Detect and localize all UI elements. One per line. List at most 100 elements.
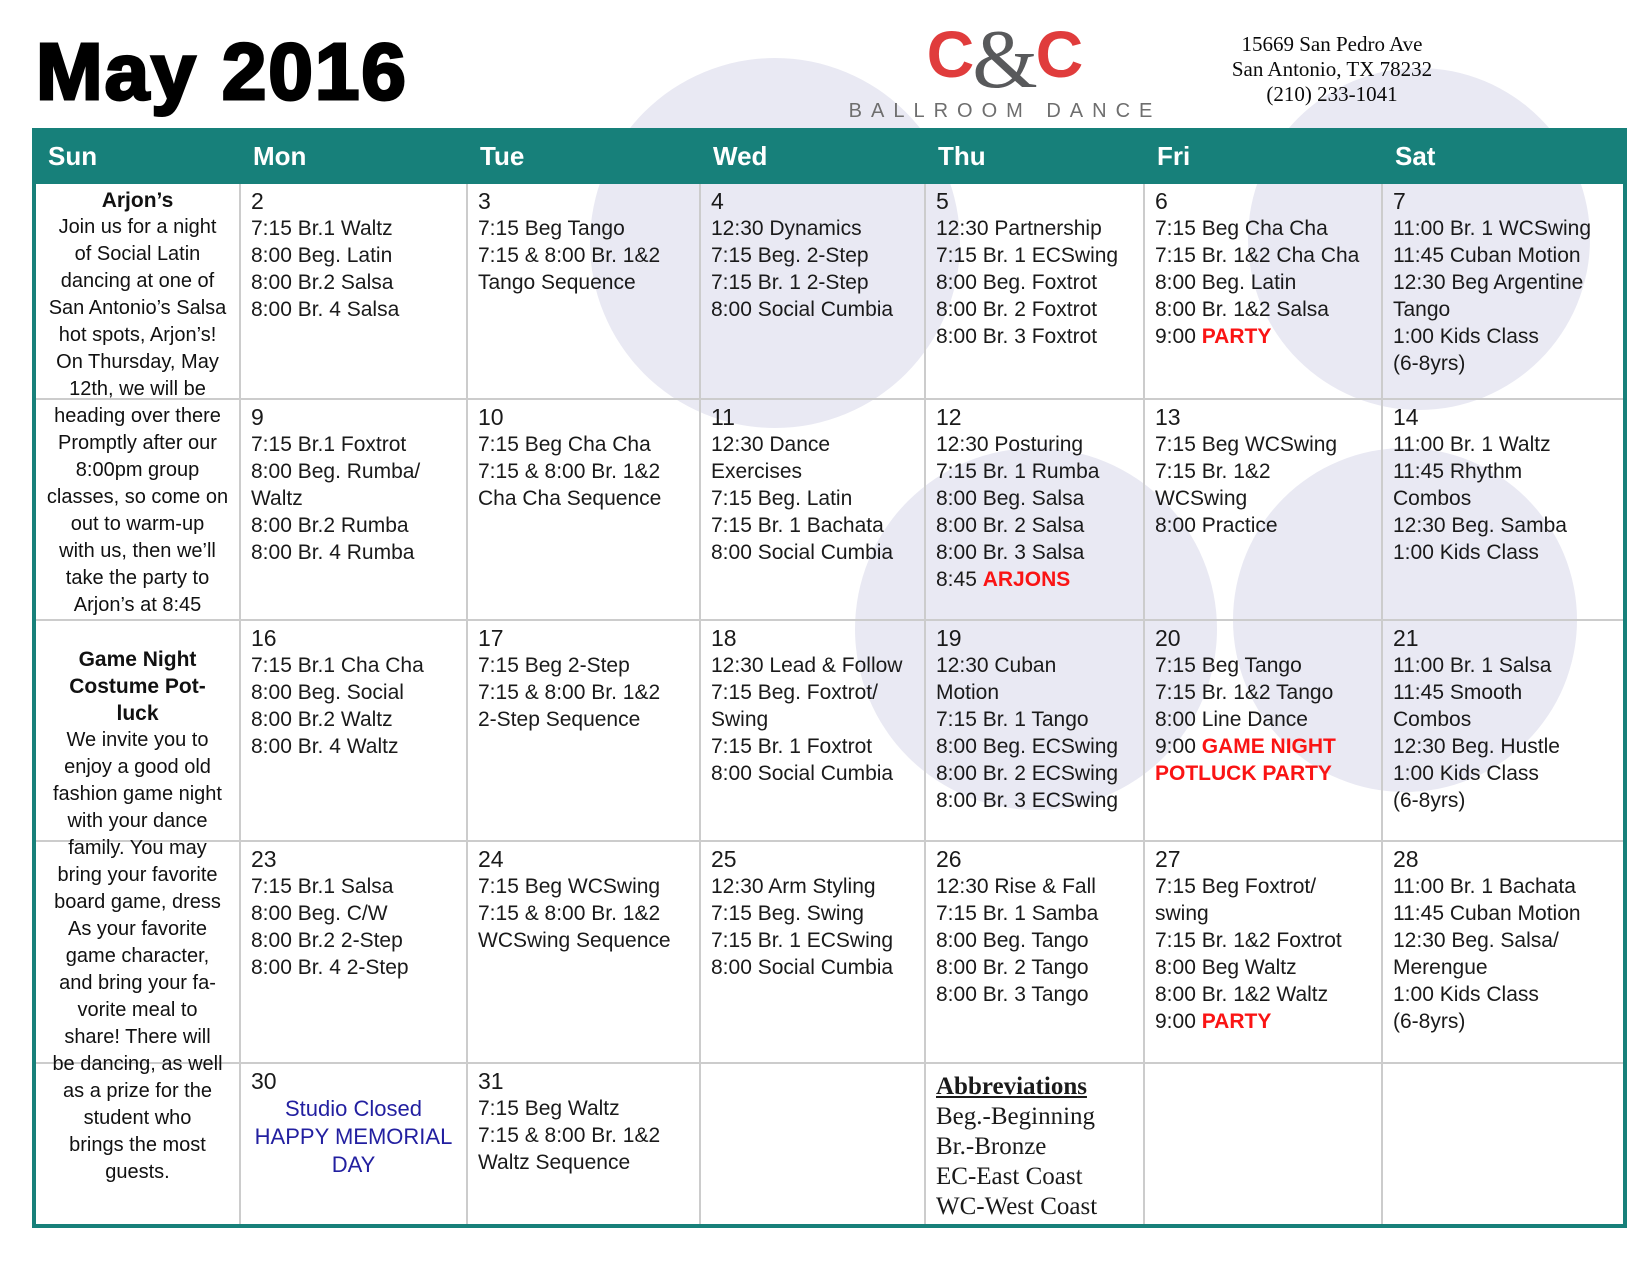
day-number: 9: [251, 404, 264, 430]
sun-note-line: family. You may: [68, 837, 207, 859]
class-text: 11:45 Cuban Motion: [1393, 902, 1581, 925]
sun-note-line: out to warm-up: [70, 513, 205, 535]
class-entry: 11:00 Br. 1 WCSwing: [1393, 215, 1623, 242]
day-cell-11: 11 12:30 Dance Exercises 7:15 Beg. Latin 7:1…: [701, 400, 926, 621]
class-text: 11:00 Br. 1 Waltz: [1393, 433, 1551, 456]
class-entry: 8:00 Beg. Latin: [251, 242, 466, 269]
day-header-sun: Sun: [48, 141, 98, 171]
class-entry: (6-8yrs): [1393, 1008, 1623, 1035]
class-entry: 12:30 Posturing: [936, 431, 1143, 458]
class-text: 8:00 Br. 3 Foxtrot: [936, 325, 1098, 348]
class-entry: 8:00 Practice: [1155, 512, 1381, 539]
class-entry: 8:00 Beg. C/W: [251, 900, 466, 927]
class-text: 7:15 Beg 2-Step: [478, 654, 630, 677]
class-text: 7:15 Beg WCSwing: [478, 875, 661, 898]
class-entry: 8:00 Br. 4 Salsa: [251, 296, 466, 323]
class-entry: 7:15 Beg Tango: [1155, 652, 1381, 679]
studio-closed-cell: 30 Studio Closed HAPPY MEMORIAL DAY: [241, 1064, 468, 1224]
class-entry: 8:00 Br.2 2-Step: [251, 927, 466, 954]
event-highlight: PARTY: [1201, 325, 1272, 348]
class-entry: 8:00 Beg. Latin: [1155, 269, 1381, 296]
day-cell-25: 25 12:30 Arm Styling 7:15 Beg. Swing 7:15 B…: [701, 842, 926, 1064]
class-text: 2-Step Sequence: [478, 708, 641, 731]
class-entry: Waltz: [251, 485, 466, 512]
class-entry: 8:00 Beg. Social: [251, 679, 466, 706]
class-text: Tango Sequence: [478, 271, 636, 294]
class-text: Motion: [936, 681, 1000, 704]
class-text: (6-8yrs): [1393, 789, 1466, 812]
class-entry: 7:15 Beg Cha Cha: [478, 431, 699, 458]
class-text: Merengue: [1393, 956, 1488, 979]
class-entry: 7:15 Br.1 Cha Cha: [251, 652, 466, 679]
class-entry: 11:00 Br. 1 Waltz: [1393, 431, 1623, 458]
class-text: 7:15 Beg Foxtrot/: [1155, 875, 1317, 898]
class-text: 7:15 Beg Waltz: [478, 1097, 620, 1120]
sun-note-heading: Arjon’s: [101, 189, 174, 212]
day-header-fri: Fri: [1157, 141, 1191, 171]
empty-day-cell: [1145, 1064, 1383, 1224]
class-entry: 12:30 Beg. Salsa/: [1393, 927, 1623, 954]
day-cell-19: 19 12:30 Cuban Motion 7:15 Br. 1 Tango 8:00 …: [926, 621, 1145, 842]
class-text: 8:00 Br. 2 Salsa: [936, 514, 1085, 537]
class-text: 8:00 Social Cumbia: [711, 541, 894, 564]
logo-c-left: C: [926, 17, 975, 91]
row-divider: [36, 398, 239, 400]
class-entry: 8:00 Beg. Tango: [936, 927, 1143, 954]
sun-note-line: 12th, we will be: [69, 378, 206, 400]
class-text: 7:15 Br. 1 ECSwing: [936, 244, 1119, 267]
day-cell-10: 10 7:15 Beg Cha Cha 7:15 & 8:00 Br. 1&2 Cha…: [468, 400, 701, 621]
class-text: 8:00 Beg. ECSwing: [936, 735, 1119, 758]
event-highlight: POTLUCK PARTY: [1155, 762, 1332, 785]
class-entry: 8:00 Br. 3 Salsa: [936, 539, 1143, 566]
logo-text: C&C: [820, 14, 1190, 102]
class-text: 8:00 Br. 2 Tango: [936, 956, 1089, 979]
class-text: 8:00 Practice: [1155, 514, 1278, 537]
class-text: 8:00 Br.2 Waltz: [251, 708, 393, 731]
day-number: 6: [1155, 188, 1168, 214]
day-header-thu: Thu: [938, 141, 986, 171]
class-text: 8:00 Beg. Latin: [1155, 271, 1297, 294]
class-text: 12:30 Cuban: [936, 654, 1057, 677]
class-entry: 12:30 Beg. Samba: [1393, 512, 1623, 539]
class-entry: Swing: [711, 706, 924, 733]
class-text: 7:15 Beg. 2-Step: [711, 244, 869, 267]
class-text: 11:00 Br. 1 WCSwing: [1393, 217, 1592, 240]
sun-note-line: share! There will: [64, 1026, 211, 1048]
class-text: 7:15 Br.1 Foxtrot: [251, 433, 407, 456]
class-entry: 12:30 Partnership: [936, 215, 1143, 242]
class-text: 7:15 & 8:00 Br. 1&2: [478, 460, 661, 483]
day-header-wed: Wed: [713, 141, 768, 171]
day-number: 20: [1155, 625, 1181, 651]
row-divider: [36, 619, 239, 621]
class-entry: 12:30 Rise & Fall: [936, 873, 1143, 900]
sun-note-line: San Antonio’s Salsa: [48, 297, 227, 319]
sun-note-line: as a prize for the: [63, 1080, 212, 1102]
sun-note-line: heading over there: [54, 405, 221, 427]
class-text: 8:00 Beg. Tango: [936, 929, 1089, 952]
sun-note-line: game character,: [65, 945, 210, 967]
address-line-1: 15669 San Pedro Ave: [1241, 32, 1423, 56]
day-cell-7: 7 11:00 Br. 1 WCSwing 11:45 Cuban Motion 12…: [1383, 184, 1623, 400]
class-text: Cha Cha Sequence: [478, 487, 662, 510]
class-text: 7:15 & 8:00 Br. 1&2: [478, 902, 661, 925]
class-entry: 7:15 Br. 1&2: [1155, 458, 1381, 485]
class-entry: 8:00 Beg. Rumba/: [251, 458, 466, 485]
class-entry: 11:45 Cuban Motion: [1393, 900, 1623, 927]
class-text: 12:30 Beg. Hustle: [1393, 735, 1560, 758]
abbreviation-item: Beg.-Beginning: [936, 1103, 1096, 1130]
class-text: 8:00 Beg. Foxtrot: [936, 271, 1098, 294]
class-text: 7:15 Beg Cha Cha: [478, 433, 651, 456]
class-entry: 7:15 Br. 1 Rumba: [936, 458, 1143, 485]
class-entry: 8:00 Br. 4 2-Step: [251, 954, 466, 981]
event-highlight: GAME NIGHT: [1201, 735, 1336, 758]
class-entry: 8:00 Beg. ECSwing: [936, 733, 1143, 760]
class-entry: 8:00 Br. 2 ECSwing: [936, 760, 1143, 787]
row-divider: [36, 840, 239, 842]
calendar-header-row: Sun Mon Tue Wed Thu Fri Sat: [36, 132, 1623, 184]
day-cell-17: 17 7:15 Beg 2-Step 7:15 & 8:00 Br. 1&2 2-St…: [468, 621, 701, 842]
class-entry: 7:15 Beg Foxtrot/: [1155, 873, 1381, 900]
sun-note-line: and bring your fa-: [59, 972, 216, 994]
class-entry: 8:00 Social Cumbia: [711, 296, 924, 323]
day-cell-21: 21 11:00 Br. 1 Salsa 11:45 Smooth Combos 12:…: [1383, 621, 1623, 842]
class-entry: 1:00 Kids Class: [1393, 323, 1623, 350]
